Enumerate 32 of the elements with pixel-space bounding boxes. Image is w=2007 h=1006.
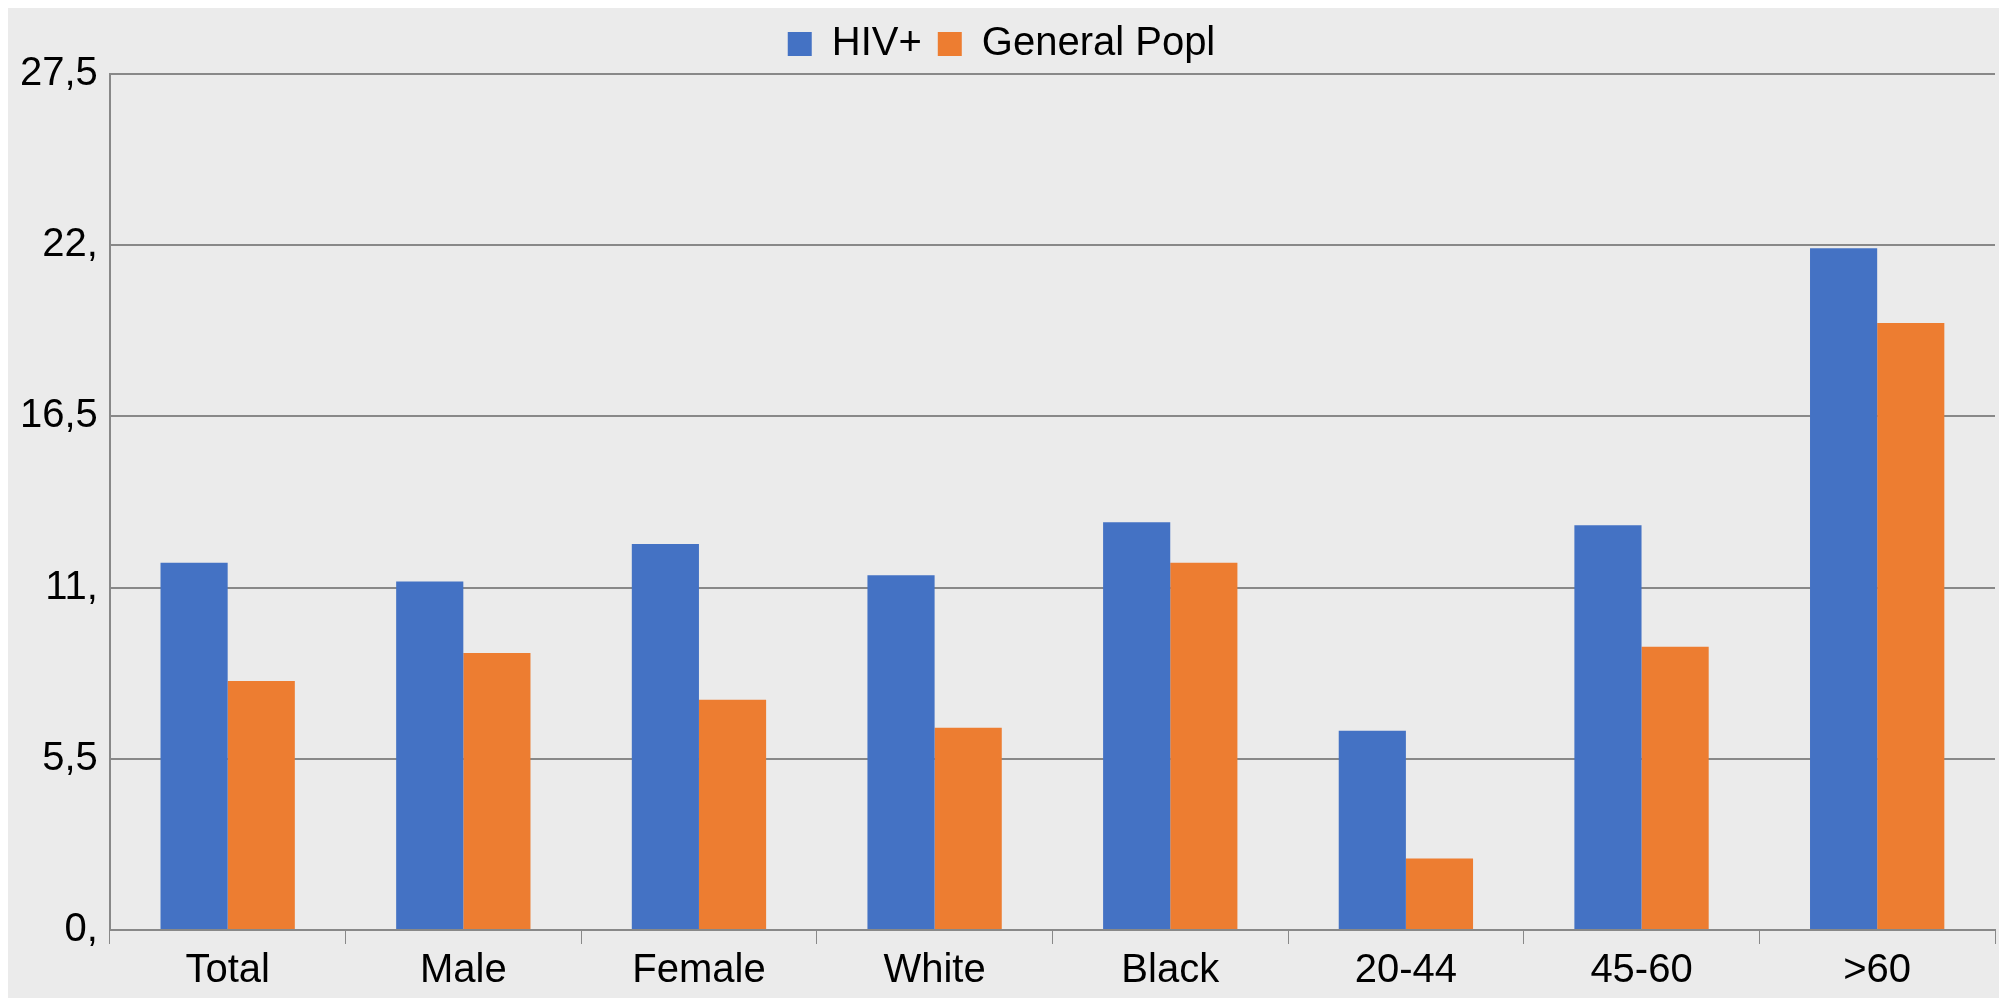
x-tick-label: 20-44 xyxy=(1354,946,1458,991)
x-tick-label: 45-60 xyxy=(1590,946,1693,991)
x-tick-label: Total xyxy=(185,946,270,991)
y-tick-label: 0, xyxy=(64,905,98,950)
bar xyxy=(1405,858,1474,929)
bar xyxy=(463,652,531,929)
y-tick-label: 16,5 xyxy=(19,391,98,436)
bar xyxy=(1103,522,1171,929)
bar xyxy=(631,544,699,929)
legend-label: General Popl xyxy=(981,19,1216,64)
legend-label: HIV+ xyxy=(831,19,922,64)
bar xyxy=(227,680,295,929)
bar xyxy=(1641,646,1709,929)
bar xyxy=(1810,248,1878,929)
bar xyxy=(1170,562,1238,929)
y-tick-label: 11, xyxy=(45,562,98,607)
bar xyxy=(867,575,935,929)
x-tick-label: >60 xyxy=(1843,946,1912,991)
y-tick-label: 22, xyxy=(42,220,98,265)
x-tick-label: Black xyxy=(1121,946,1221,991)
bar xyxy=(1877,323,1945,929)
bar xyxy=(934,727,1002,929)
bar xyxy=(396,581,464,929)
x-tick-label: Female xyxy=(632,946,766,991)
bar xyxy=(1338,730,1406,929)
bar xyxy=(698,699,767,929)
x-tick-label: White xyxy=(883,946,986,991)
x-tick-label: Male xyxy=(419,946,507,991)
bar xyxy=(1574,525,1642,929)
y-tick-label: 27,5 xyxy=(19,49,98,94)
bar xyxy=(160,562,228,929)
y-tick-label: 5,5 xyxy=(42,733,98,778)
